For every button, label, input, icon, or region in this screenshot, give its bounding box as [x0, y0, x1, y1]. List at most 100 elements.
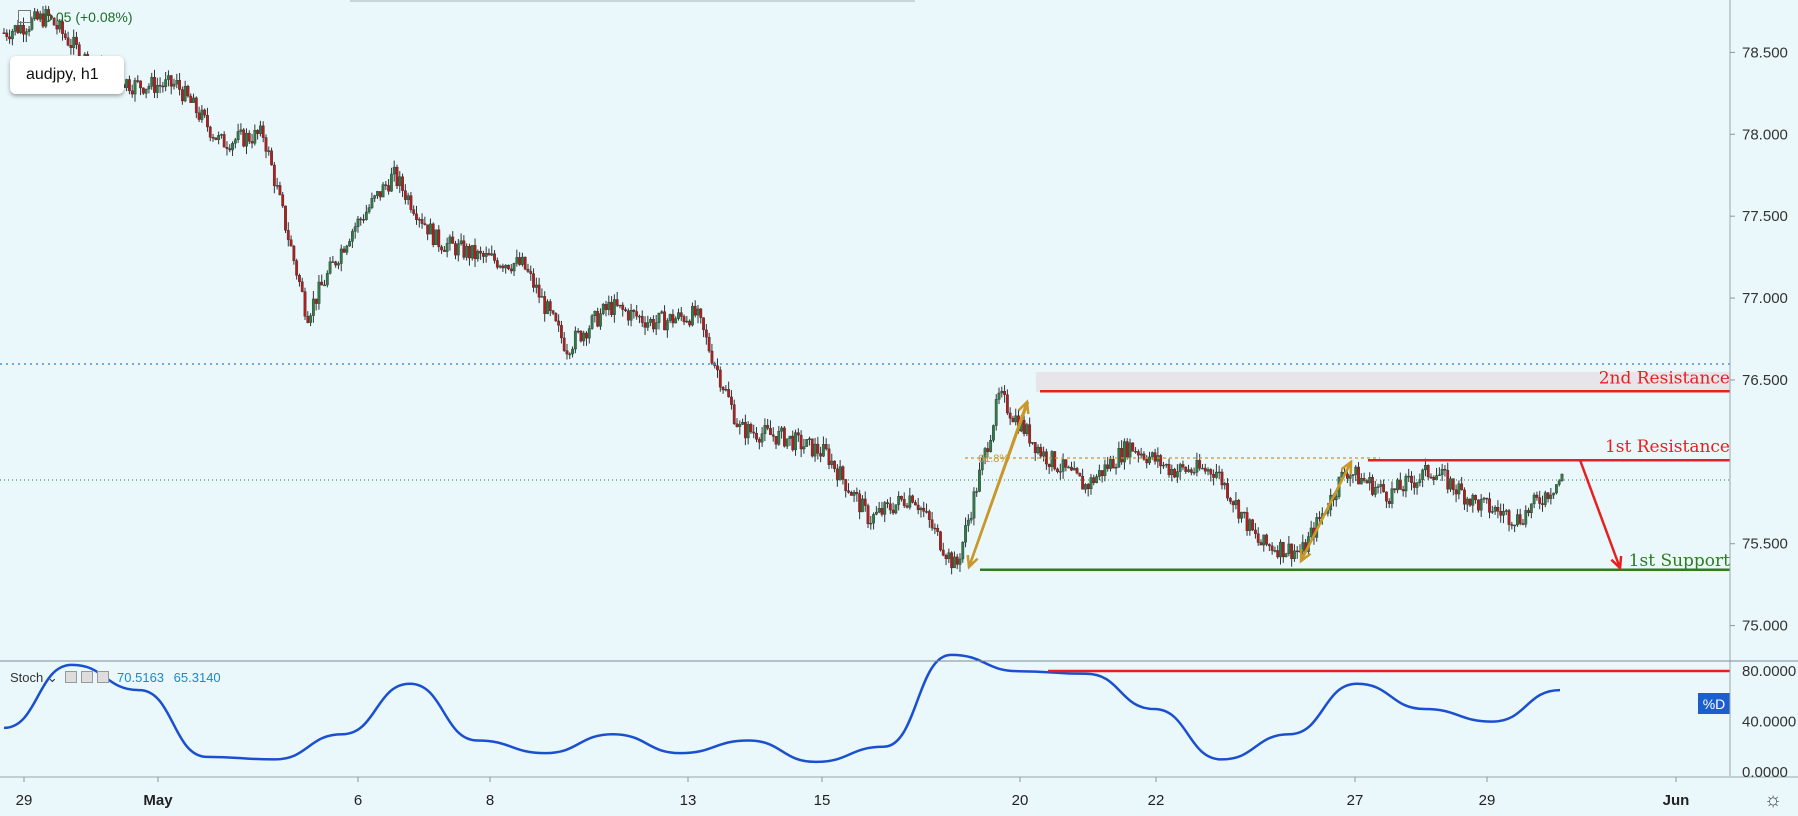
candle	[822, 436, 825, 457]
candle	[169, 74, 173, 95]
candle-body	[406, 195, 410, 200]
candle	[133, 77, 137, 102]
candle-body	[1424, 465, 1427, 471]
candle	[8, 29, 11, 44]
candle-body	[267, 150, 271, 152]
candle-body	[1254, 529, 1257, 534]
candle-body	[434, 229, 438, 246]
candle	[1033, 442, 1037, 461]
candle	[465, 243, 469, 261]
candle-body	[582, 332, 586, 342]
candle-body	[1418, 479, 1422, 483]
candle	[763, 418, 767, 442]
candle	[679, 307, 683, 321]
candle-body	[922, 507, 926, 512]
candle	[1437, 467, 1441, 477]
candle	[1228, 496, 1232, 505]
candle-body	[838, 466, 842, 481]
candle-body	[632, 309, 636, 312]
candle	[412, 205, 416, 216]
candle-body	[568, 353, 572, 356]
collapse-icon[interactable]	[18, 10, 31, 23]
overlay-layer: 61.8% 2nd Resistance 1st Resistance 1st Sup…	[0, 363, 1798, 581]
candle-body	[476, 250, 480, 260]
candle-body	[1371, 477, 1374, 495]
settings-icon[interactable]	[81, 671, 94, 683]
candle	[1273, 546, 1277, 553]
candle-body	[1139, 453, 1143, 456]
candle	[1524, 505, 1528, 528]
candle	[334, 260, 338, 268]
candle-body	[816, 443, 820, 454]
candle	[657, 312, 661, 330]
candle	[1457, 480, 1461, 500]
candle-body	[534, 284, 538, 288]
candle	[1139, 447, 1143, 459]
candle	[1058, 463, 1062, 480]
candle	[192, 93, 195, 103]
candle	[1368, 472, 1372, 491]
candle	[194, 96, 198, 119]
candle-body	[192, 97, 195, 103]
candle-body	[147, 86, 151, 90]
candle-body	[638, 315, 641, 318]
candle-body	[231, 143, 234, 151]
candle-body	[1086, 484, 1090, 490]
candle-body	[543, 296, 547, 314]
eye-icon[interactable]	[65, 671, 78, 683]
candle-body	[423, 223, 427, 225]
candle	[1293, 544, 1296, 562]
candle	[1231, 500, 1235, 513]
candle-body	[874, 511, 878, 515]
candle-body	[1123, 441, 1126, 463]
candle-body	[158, 84, 162, 87]
candle-body	[69, 44, 73, 48]
candle-body	[509, 268, 513, 272]
candle-body	[1295, 550, 1299, 553]
candle-body	[571, 348, 574, 355]
chevron-down-icon[interactable]: ⌄	[46, 670, 58, 685]
candle	[941, 542, 945, 557]
candle	[390, 167, 393, 192]
candle-body	[431, 223, 435, 246]
candle-body	[771, 434, 775, 437]
candle	[1148, 451, 1151, 465]
candle-body	[36, 11, 39, 20]
candle-body	[217, 135, 221, 140]
change-text: +0.05 (+0.08%)	[36, 9, 133, 25]
candle	[1131, 442, 1135, 452]
candle-body	[364, 211, 368, 220]
candle	[1502, 503, 1505, 524]
candle-body	[1072, 468, 1076, 471]
candle-body	[1376, 486, 1380, 488]
candle	[743, 414, 747, 446]
candle	[1284, 552, 1288, 558]
candle	[1042, 446, 1045, 462]
candle	[398, 171, 402, 193]
candle	[337, 261, 340, 270]
candle-body	[1457, 483, 1461, 495]
candle-body	[1150, 452, 1154, 458]
candle-body	[1412, 482, 1416, 488]
candle-body	[13, 25, 17, 32]
candle	[512, 262, 516, 276]
candle-body	[707, 336, 711, 352]
candle	[713, 361, 717, 369]
symbol-label[interactable]: audjpy, h1	[10, 56, 124, 94]
candle-body	[1357, 466, 1360, 485]
candle-body	[1513, 524, 1517, 527]
candle-body	[298, 275, 301, 283]
stoch-name[interactable]: Stoch	[10, 670, 44, 685]
close-icon[interactable]	[97, 671, 110, 683]
candle	[819, 446, 823, 463]
candle	[1078, 472, 1082, 477]
candle	[523, 256, 527, 271]
candle	[1482, 496, 1486, 503]
candle	[749, 422, 753, 434]
candle-body	[1228, 497, 1232, 502]
candle-body	[33, 11, 37, 20]
candle	[1549, 488, 1553, 505]
candle-body	[1474, 495, 1477, 501]
candle	[966, 514, 970, 532]
